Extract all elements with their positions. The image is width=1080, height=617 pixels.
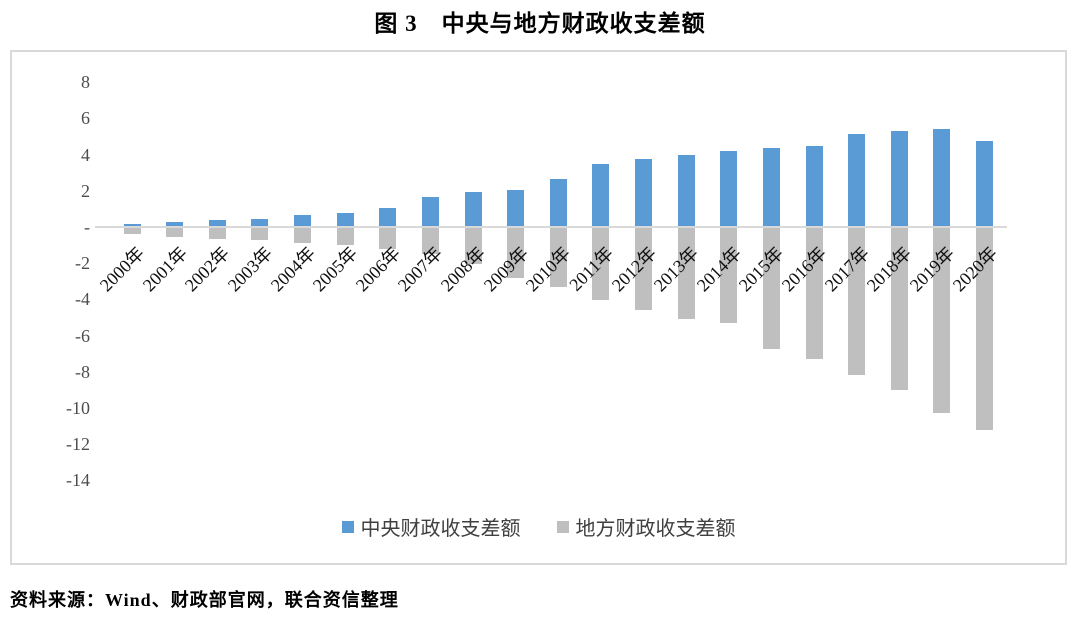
bar-local-2007 xyxy=(421,227,439,254)
legend-label: 中央财政收支差额 xyxy=(360,518,521,540)
bar-central-2010 xyxy=(549,179,567,227)
bar-central-2005 xyxy=(336,212,354,227)
bar-local-2002 xyxy=(208,227,226,240)
bar-local-2019 xyxy=(933,227,951,413)
bar-central-2002 xyxy=(208,220,226,227)
y-tick-label: 8 xyxy=(81,72,90,93)
y-tick-label: -2 xyxy=(75,253,90,274)
legend-swatch-icon xyxy=(341,520,354,533)
chart-frame: 8 6 4 2- -2 -4 -6 -8 -10 -12 -14 2000年 2001年 2002年 20… xyxy=(10,50,1067,565)
bar-central-2007 xyxy=(421,197,439,227)
bar-central-2000 xyxy=(123,224,141,227)
bar-local-2000 xyxy=(123,227,141,235)
y-tick-label: -6 xyxy=(75,325,90,346)
bar-central-2020 xyxy=(976,140,994,227)
bar-central-2012 xyxy=(635,159,653,227)
legend-item-local: 地方财政收支差额 xyxy=(556,512,736,541)
bar-central-2009 xyxy=(507,189,525,227)
bar-local-2011 xyxy=(592,227,610,300)
bar-local-2005 xyxy=(336,227,354,246)
legend-label: 地方财政收支差额 xyxy=(575,518,736,540)
legend-item-central: 中央财政收支差额 xyxy=(341,512,521,541)
bar-central-2006 xyxy=(379,207,397,227)
source-text: 资料来源：Wind、财政部官网，联合资信整理 xyxy=(10,590,399,610)
y-tick-label: 4 xyxy=(81,144,90,165)
bar-central-2016 xyxy=(805,145,823,227)
bar-local-2004 xyxy=(294,227,312,243)
bar-central-2014 xyxy=(720,151,738,227)
bar-local-2012 xyxy=(635,227,653,311)
bar-central-2004 xyxy=(294,215,312,227)
bar-central-2008 xyxy=(464,191,482,227)
bar-central-2019 xyxy=(933,128,951,227)
bar-local-2010 xyxy=(549,227,567,288)
y-tick-label: -12 xyxy=(66,434,90,455)
bar-local-2015 xyxy=(762,227,780,349)
bar-central-2015 xyxy=(762,147,780,227)
bar-local-2018 xyxy=(890,227,908,391)
y-tick-label: -10 xyxy=(66,398,90,418)
y-tick-label: - xyxy=(84,217,90,237)
y-tick-label: 6 xyxy=(81,108,90,129)
zero-axis-line xyxy=(95,226,1007,228)
bar-central-2017 xyxy=(848,134,866,227)
chart-legend: 中央财政收支差额 地方财政收支差额 xyxy=(12,512,1065,541)
y-tick-label: 2 xyxy=(81,180,90,201)
bar-local-2013 xyxy=(677,227,695,319)
bar-central-2013 xyxy=(677,155,695,227)
bar-local-2006 xyxy=(379,227,397,249)
bar-local-2008 xyxy=(464,227,482,265)
bar-central-2018 xyxy=(890,130,908,227)
bar-local-2009 xyxy=(507,227,525,279)
chart-title: 图 3 中央与地方财政收支差额 xyxy=(374,11,706,36)
bar-central-2011 xyxy=(592,164,610,227)
bar-central-2003 xyxy=(251,219,269,227)
bar-local-2017 xyxy=(848,227,866,375)
bar-local-2016 xyxy=(805,227,823,360)
bar-local-2001 xyxy=(166,227,184,237)
bar-local-2014 xyxy=(720,227,738,324)
y-tick-label: -14 xyxy=(66,470,90,491)
bar-central-2001 xyxy=(166,221,184,227)
y-tick-label: -4 xyxy=(75,289,90,310)
bar-local-2020 xyxy=(976,227,994,431)
bar-local-2003 xyxy=(251,227,269,241)
y-tick-label: -8 xyxy=(75,361,90,382)
legend-swatch-icon xyxy=(556,520,569,533)
